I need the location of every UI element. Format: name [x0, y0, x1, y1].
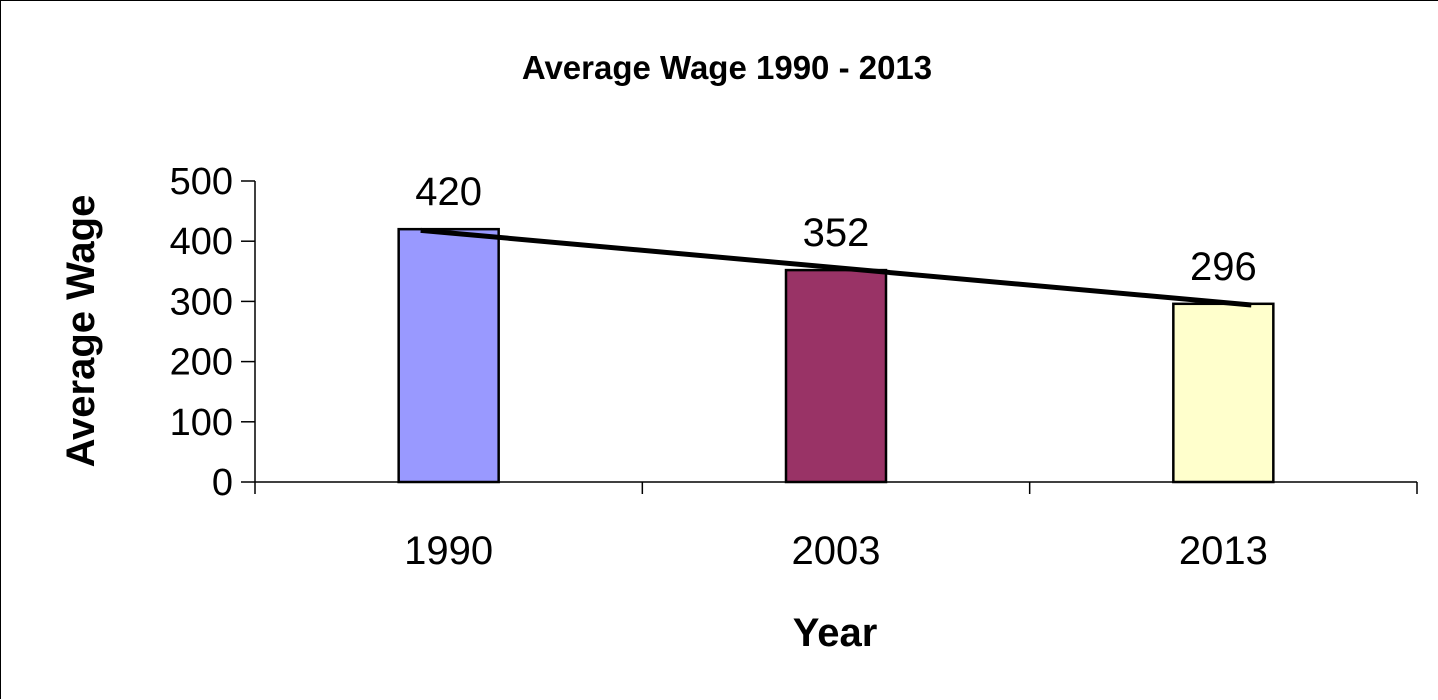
- data-label: 420: [415, 170, 482, 214]
- bar-2013: [1172, 302, 1275, 484]
- data-label: 352: [803, 211, 870, 255]
- axes-layer: [241, 180, 1418, 494]
- y-tick-label: 400: [170, 221, 233, 263]
- y-tick-label: 300: [170, 281, 233, 323]
- y-axis-title: Average Wage: [59, 195, 103, 468]
- bar-2003: [784, 268, 888, 484]
- x-tick-label: 2003: [792, 529, 881, 573]
- x-tick-label: 2013: [1179, 529, 1268, 573]
- y-tick-label: 0: [212, 462, 233, 504]
- bar-1990: [397, 227, 500, 484]
- labels-layer: 0 100 200 300 400 500 1990 420 2003 352 2013 296: [170, 161, 1268, 573]
- y-tick-label: 500: [170, 161, 233, 203]
- x-tick-label: 1990: [404, 529, 493, 573]
- y-tick-label: 200: [170, 342, 233, 384]
- x-axis-title: Year: [793, 611, 878, 655]
- chart-title: Average Wage 1990 - 2013: [522, 49, 932, 86]
- y-tick-label: 100: [170, 402, 233, 444]
- data-label: 296: [1190, 245, 1257, 289]
- trendline: [420, 227, 1252, 308]
- trendline-layer: [420, 227, 1252, 308]
